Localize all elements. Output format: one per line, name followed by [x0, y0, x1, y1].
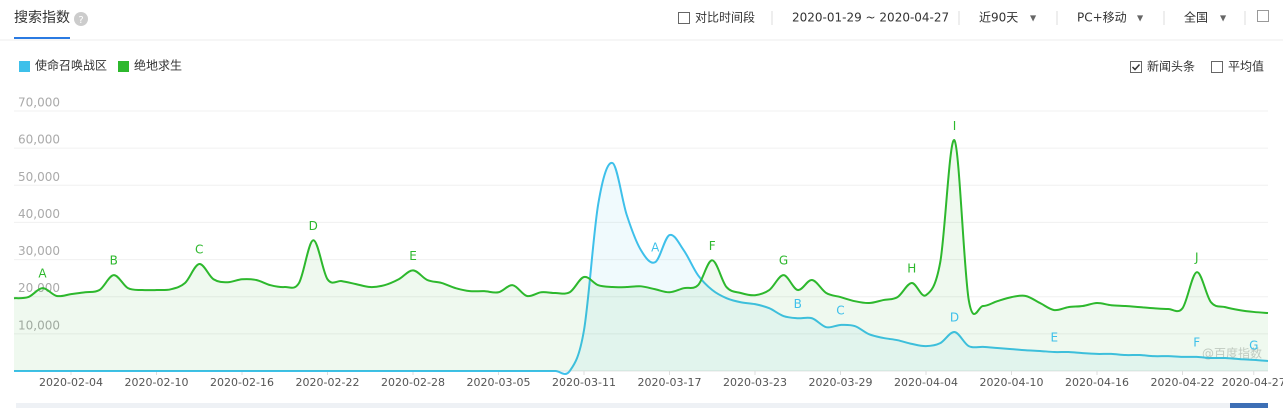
region-select[interactable]: 全国 [1184, 10, 1208, 25]
annotation: D [309, 219, 318, 233]
average-checkbox[interactable] [1211, 61, 1223, 73]
series-area [14, 140, 1268, 371]
x-tick-label: 2020-03-11 [552, 376, 616, 389]
legend-label: 使命召唤战区 [35, 58, 107, 73]
annotation: F [709, 239, 716, 253]
x-tick-label: 2020-02-28 [381, 376, 445, 389]
share-icon[interactable] [1257, 10, 1269, 22]
x-tick-label: 2020-02-22 [296, 376, 360, 389]
x-tick-label: 2020-03-05 [467, 376, 531, 389]
tab-title[interactable]: 搜索指数 [14, 9, 70, 26]
annotation: B [110, 254, 118, 268]
tab-underline [14, 37, 70, 39]
x-tick-label: 2020-02-16 [210, 376, 274, 389]
annotation: C [195, 243, 203, 257]
annotation: G [779, 254, 788, 268]
dropdown-arrow: ▼ [1220, 14, 1227, 23]
series-line [13, 139, 1269, 316]
series-area [14, 162, 1268, 375]
news-checkbox[interactable] [1130, 61, 1142, 73]
x-tick-label: 2020-04-04 [894, 376, 958, 389]
x-tick-label: 2020-02-10 [125, 376, 189, 389]
y-tick-label: 10,000 [18, 318, 60, 332]
annotation: C [836, 303, 844, 317]
device-select[interactable]: PC+移动 [1077, 11, 1127, 25]
x-tick-label: 2020-03-23 [723, 376, 787, 389]
annotation: E [409, 249, 417, 263]
y-tick-label: 70,000 [18, 96, 60, 110]
check-mark [1131, 63, 1141, 71]
annotation: G [1249, 338, 1258, 352]
annotation: J [1194, 251, 1199, 265]
period-select[interactable]: 近90天 [979, 11, 1018, 25]
x-tick-label: 2020-04-22 [1151, 376, 1215, 389]
scrollbar[interactable] [16, 403, 1268, 408]
help-icon[interactable] [74, 12, 88, 26]
news-label[interactable]: 新闻头条 [1147, 59, 1195, 74]
annotation: A [651, 241, 660, 255]
compare-checkbox[interactable] [678, 12, 690, 24]
annotation: H [907, 261, 916, 275]
annotation: A [38, 267, 47, 281]
y-tick-label: 30,000 [18, 244, 60, 258]
legend-swatch [19, 61, 30, 72]
x-tick-label: 2020-04-10 [980, 376, 1044, 389]
y-tick-label: 50,000 [18, 170, 60, 184]
x-tick-label: 2020-03-17 [638, 376, 702, 389]
legend-label: 绝地求生 [134, 58, 182, 73]
series-line [13, 161, 1269, 375]
x-tick-label: 2020-02-04 [39, 376, 103, 389]
annotation: I [953, 119, 957, 133]
annotation: D [950, 311, 959, 325]
compare-label[interactable]: 对比时间段 [695, 10, 755, 25]
average-label[interactable]: 平均值 [1228, 59, 1264, 74]
y-tick-label: 60,000 [18, 133, 60, 147]
y-tick-label: 40,000 [18, 207, 60, 221]
x-tick-label: 2020-03-29 [809, 376, 873, 389]
x-tick-label: 2020-04-27 [1222, 376, 1283, 389]
dropdown-arrow: ▼ [1030, 14, 1037, 23]
legend-swatch [118, 61, 129, 72]
help-mark: ? [78, 15, 83, 26]
annotation: F [1193, 335, 1200, 349]
annotation: B [794, 297, 802, 311]
scroll-handle[interactable] [1230, 403, 1268, 408]
x-tick-label: 2020-04-16 [1065, 376, 1129, 389]
watermark: @百度指数 [1202, 346, 1262, 361]
dropdown-arrow: ▼ [1137, 14, 1144, 23]
date-range[interactable]: 2020-01-29 ~ 2020-04-27 [792, 11, 949, 25]
annotation: E [1050, 331, 1058, 345]
